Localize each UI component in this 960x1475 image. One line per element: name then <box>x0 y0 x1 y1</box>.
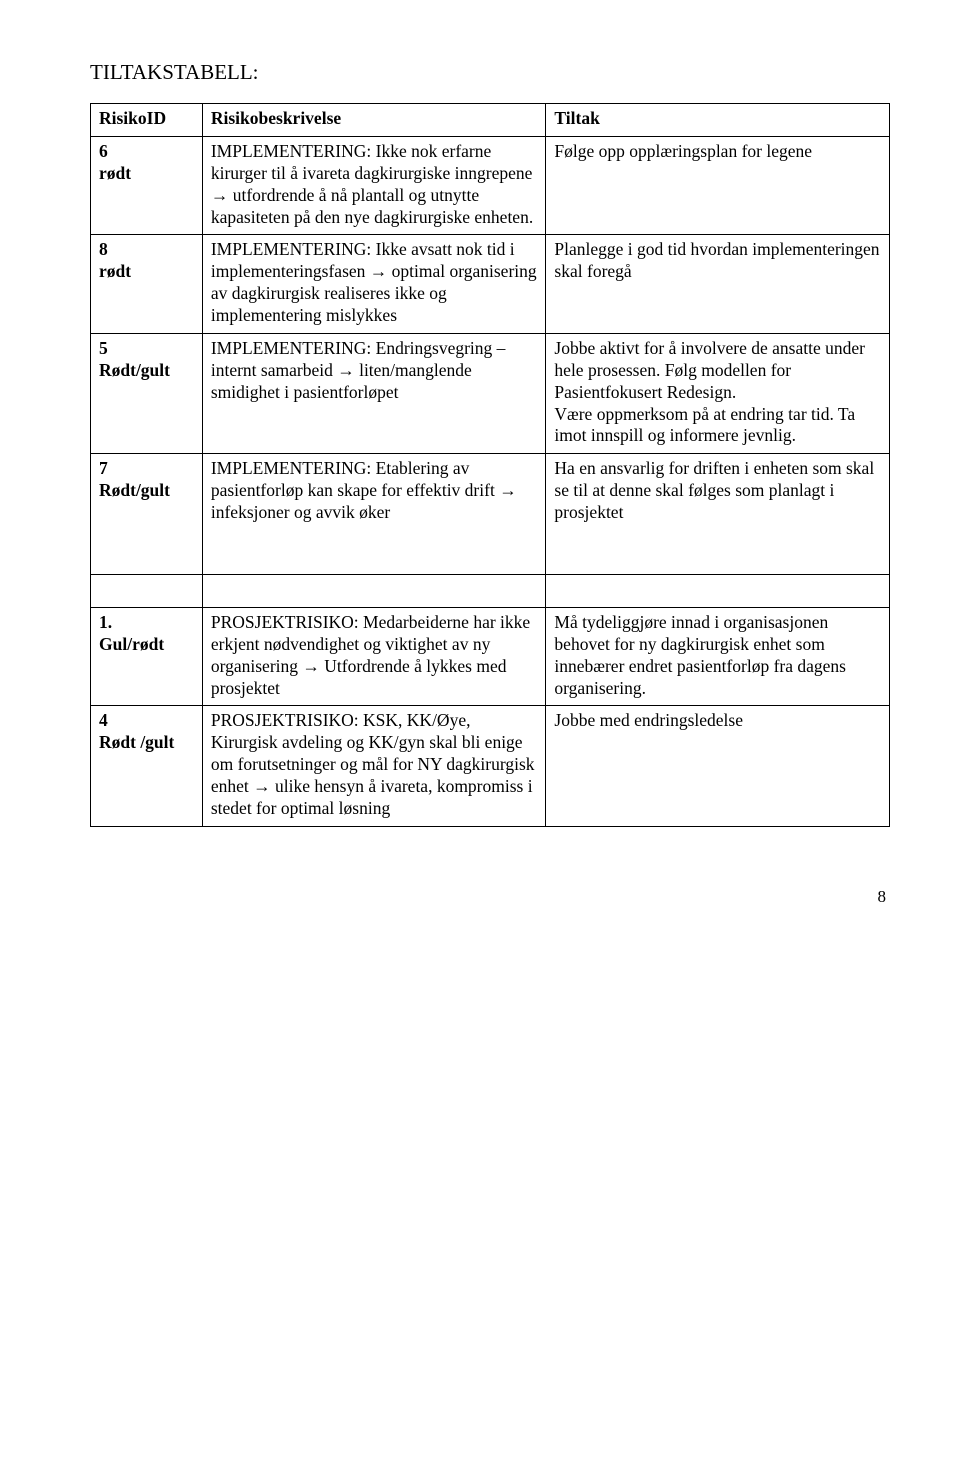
table-row: 7Rødt/gultIMPLEMENTERING: Etablering av … <box>91 454 890 575</box>
table-row: 8rødtIMPLEMENTERING: Ikke avsatt nok tid… <box>91 235 890 334</box>
cell-risikoid: 1.Gul/rødt <box>91 607 203 706</box>
cell-risikoid: 7Rødt/gult <box>91 454 203 575</box>
table-header-row: RisikoID Risikobeskrivelse Tiltak <box>91 104 890 137</box>
cell-beskrivelse: IMPLEMENTERING: Ikke nok erfarne kirurge… <box>202 136 546 235</box>
table-row: 4Rødt /gultPROSJEKTRISIKO: KSK, KK/Øye, … <box>91 706 890 826</box>
cell-tiltak: Planlegge i god tid hvordan implementeri… <box>546 235 890 334</box>
cell-tiltak: Jobbe med endringsledelse <box>546 706 890 826</box>
tiltak-table: RisikoID Risikobeskrivelse Tiltak 6rødtI… <box>90 103 890 827</box>
cell-beskrivelse: PROSJEKTRISIKO: KSK, KK/Øye, Kirurgisk a… <box>202 706 546 826</box>
spacer-row <box>91 574 890 607</box>
cell-tiltak: Ha en ansvarlig for driften i enheten so… <box>546 454 890 575</box>
cell-risikoid: 6rødt <box>91 136 203 235</box>
table-row: 6rødtIMPLEMENTERING: Ikke nok erfarne ki… <box>91 136 890 235</box>
cell-risikoid: 5Rødt/gult <box>91 333 203 453</box>
cell-beskrivelse: PROSJEKTRISIKO: Medarbeiderne har ikke e… <box>202 607 546 706</box>
cell-risikoid: 4Rødt /gult <box>91 706 203 826</box>
table-row: 5Rødt/gultIMPLEMENTERING: Endringsvegrin… <box>91 333 890 453</box>
cell-tiltak: Må tydeliggjøre innad i organisasjonen b… <box>546 607 890 706</box>
cell-beskrivelse: IMPLEMENTERING: Ikke avsatt nok tid i im… <box>202 235 546 334</box>
cell-tiltak: Jobbe aktivt for å involvere de ansatte … <box>546 333 890 453</box>
cell-beskrivelse: IMPLEMENTERING: Etablering av pasientfor… <box>202 454 546 575</box>
cell-beskrivelse: IMPLEMENTERING: Endringsvegring – intern… <box>202 333 546 453</box>
col-risikobeskrivelse: Risikobeskrivelse <box>202 104 546 137</box>
col-risikoid: RisikoID <box>91 104 203 137</box>
cell-tiltak: Følge opp opplæringsplan for legene <box>546 136 890 235</box>
document-title: TILTAKSTABELL: <box>90 60 890 85</box>
table-row: 1.Gul/rødtPROSJEKTRISIKO: Medarbeiderne … <box>91 607 890 706</box>
cell-risikoid: 8rødt <box>91 235 203 334</box>
col-tiltak: Tiltak <box>546 104 890 137</box>
page-number: 8 <box>90 887 890 907</box>
